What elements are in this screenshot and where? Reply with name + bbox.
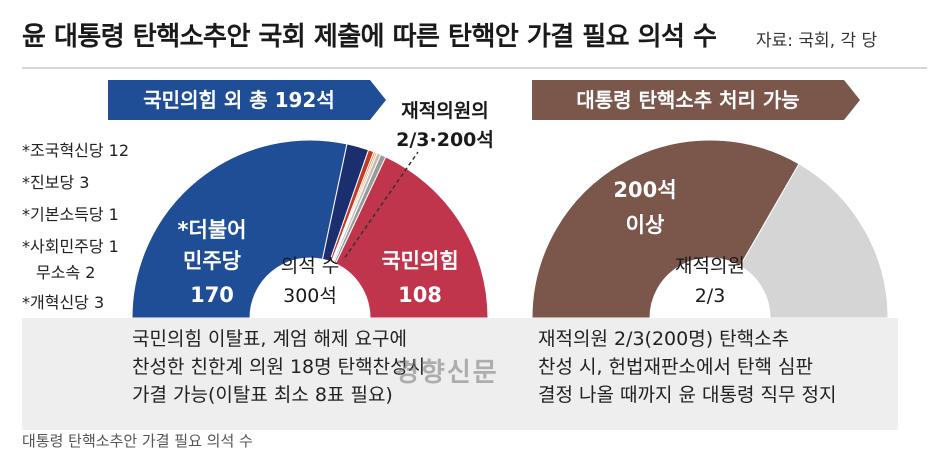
right-center-label-line2: 2/3 <box>695 285 726 307</box>
left-seat-chart <box>131 139 489 319</box>
dp-label-line1: *더불어 <box>178 218 247 242</box>
party-label-social-democratic: *사회민주당 1 <box>22 237 119 256</box>
right-main-label-line2: 이상 <box>626 213 665 237</box>
notes-panel <box>22 318 898 430</box>
bar-required-200 <box>531 139 800 319</box>
bar-remaining-100 <box>739 163 889 319</box>
left-note-line1: 국민의힘 이탈표, 계엄 해제 요구에 <box>132 328 407 350</box>
right-banner: 대통령 탄핵소추 처리 가능 <box>532 80 844 120</box>
watermark: 경향신문 <box>395 358 499 388</box>
bar-ppp <box>334 156 489 319</box>
right-center-label-line1: 재적의원 <box>675 255 745 277</box>
bar-democratic <box>131 139 348 319</box>
threshold-leader-line <box>344 151 419 258</box>
left-note-line2: 찬성한 친한계 의원 18명 탄핵찬성시 <box>132 356 426 378</box>
left-note-line3: 가결 가능(이탈표 최소 8표 필요) <box>132 384 393 406</box>
dp-value-label: 170 <box>190 283 234 307</box>
party-label-rebuilding: *조국혁신당 12 <box>22 141 130 160</box>
left-center-label-line1: 의석 수 <box>281 255 339 277</box>
left-center-label-line2: 300석 <box>283 285 337 307</box>
threshold-label-line1: 재적의원의 <box>401 100 488 122</box>
party-label-progressive: *진보당 3 <box>22 173 90 192</box>
right-note-line1: 재적의원 2/3(200명) 탄핵소추 <box>538 328 790 350</box>
right-main-label-line1: 200석 <box>613 178 676 202</box>
party-label-basic-income: *기본소득당 1 <box>22 205 119 224</box>
party-label-independent: 무소속 2 <box>36 263 96 282</box>
dp-label-line2: 민주당 <box>183 249 241 273</box>
left-banner-arrow <box>370 80 386 120</box>
right-note: 재적의원 2/3(200명) 탄핵소추 찬성 시, 헌법재판소에서 탄핵 심판 … <box>538 325 836 409</box>
left-note: 국민의힘 이탈표, 계엄 해제 요구에 찬성한 친한계 의원 18명 탄핵찬성시… <box>132 325 425 409</box>
threshold-label-line2: 2/3·200석 <box>396 129 494 151</box>
right-note-line3: 결정 나올 때까지 윤 대통령 직무 정지 <box>538 384 837 406</box>
ppp-label: 국민의힘 <box>381 249 458 273</box>
party-label-reform: *개혁신당 3 <box>22 293 105 312</box>
right-banner-arrow <box>844 80 860 120</box>
image-caption: 대통령 탄핵소추안 가결 필요 의석 수 <box>22 432 253 450</box>
source-note: 자료: 국회, 각 당 <box>756 31 878 51</box>
title-divider <box>22 67 927 69</box>
right-seat-chart <box>531 139 889 319</box>
semicircle-charts: 재적의원의 2/3·200석 *더불어 민주당 170 국민의힘 108 의석 … <box>131 100 889 319</box>
chart-title: 윤 대통령 탄핵소추안 국회 제출에 따른 탄핵안 가결 필요 의석 수 <box>22 22 717 52</box>
right-note-line2: 찬성 시, 헌법재판소에서 탄핵 심판 <box>538 356 813 378</box>
left-banner: 국민의힘 외 총 192석 <box>108 80 370 120</box>
ppp-value-label: 108 <box>398 283 442 307</box>
